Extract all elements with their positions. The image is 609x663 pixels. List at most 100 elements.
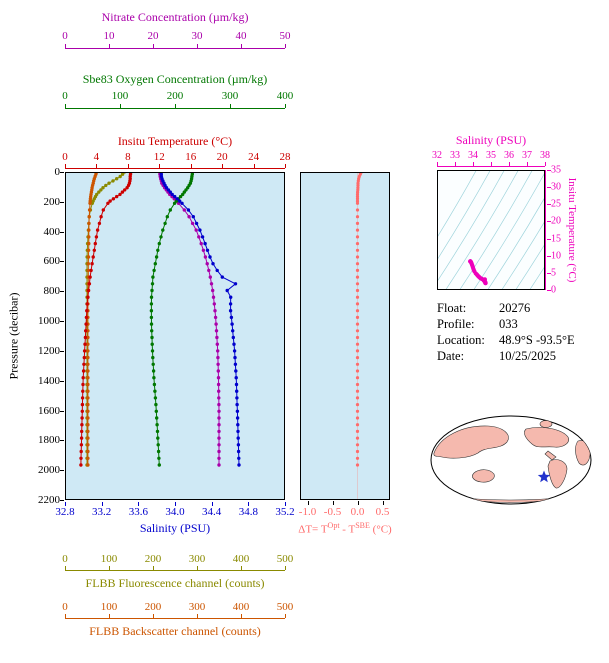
tick-label: 400 bbox=[232, 601, 250, 613]
tick-label: 25 bbox=[551, 198, 561, 210]
delta-t-label-part: - T bbox=[339, 523, 356, 536]
tick-mark bbox=[65, 566, 66, 570]
info-value: 10/25/2025 bbox=[499, 349, 556, 363]
info-value: 033 bbox=[499, 317, 518, 331]
tick-label: 35 bbox=[551, 164, 561, 176]
world-map bbox=[430, 415, 592, 505]
tick-mark bbox=[230, 104, 231, 108]
tick-mark bbox=[197, 44, 198, 48]
profile-plot bbox=[65, 172, 285, 500]
tick-mark bbox=[65, 614, 66, 618]
ts-temperature-axis-title: Insitu Temperature (°C) bbox=[566, 177, 578, 283]
tick-label: 400 bbox=[232, 553, 250, 565]
tick-label: 0 bbox=[54, 166, 61, 178]
tick-label: 30 bbox=[191, 30, 203, 42]
map-north-america bbox=[524, 427, 569, 448]
map-south-america bbox=[547, 459, 568, 489]
tick-label: 30 bbox=[551, 181, 561, 193]
ts-temperature-spine bbox=[545, 170, 551, 291]
tick-mark bbox=[285, 566, 286, 570]
tick-mark bbox=[60, 470, 64, 472]
tick-mark bbox=[65, 44, 66, 48]
float-info-row: Profile: 033 bbox=[437, 316, 575, 332]
tick-label: 0 bbox=[62, 601, 68, 613]
tick-label: 0 bbox=[62, 90, 68, 102]
tick-mark bbox=[508, 162, 510, 166]
map-continents bbox=[433, 420, 591, 503]
tick-label: 20 bbox=[216, 151, 228, 163]
tick-label: 33 bbox=[449, 150, 460, 161]
tick-mark bbox=[547, 238, 551, 240]
tick-mark bbox=[60, 172, 64, 173]
temperature-axis-spine bbox=[65, 164, 286, 169]
oxygen-axis-title: Sbe83 Oxygen Concentration (µm/kg) bbox=[82, 72, 268, 86]
tick-label: 38 bbox=[540, 150, 550, 161]
tick-mark bbox=[241, 566, 242, 570]
tick-mark bbox=[175, 104, 176, 108]
tick-label: 200 bbox=[144, 553, 162, 565]
tick-mark bbox=[197, 614, 198, 618]
pressure-axis-ticklabels: 0 200 400 600 800 1000 1200 1400 1600 1800 2000 220… bbox=[28, 166, 61, 506]
tick-label: 34.4 bbox=[202, 506, 222, 518]
tick-mark bbox=[285, 164, 286, 168]
delta-t-axis-ticklabels: -1.0 -0.5 0.0 0.5 bbox=[299, 506, 390, 519]
tick-mark bbox=[547, 204, 551, 206]
info-label: Date: bbox=[437, 349, 465, 363]
info-value: 20276 bbox=[499, 301, 531, 315]
tick-mark bbox=[96, 164, 98, 168]
tick-mark bbox=[547, 290, 551, 291]
map-australia bbox=[472, 469, 495, 483]
delta-t-axis-title: ΔT= TOpt - TSBE (°C) bbox=[285, 521, 405, 536]
tick-mark bbox=[65, 104, 66, 108]
tick-label: 0 bbox=[62, 151, 68, 163]
tick-label: 20 bbox=[147, 30, 159, 42]
tick-label: 20 bbox=[551, 215, 561, 227]
tick-mark bbox=[60, 440, 64, 442]
fluorescence-axis-ticklabels: 0 100 200 300 400 500 bbox=[62, 553, 293, 566]
tick-label: 300 bbox=[188, 601, 206, 613]
tick-label: 12 bbox=[153, 151, 165, 163]
tick-mark bbox=[60, 201, 64, 203]
tick-label: 2200 bbox=[38, 494, 60, 506]
tick-mark bbox=[545, 162, 546, 166]
tick-label: 300 bbox=[188, 553, 206, 565]
tick-label: 33.2 bbox=[92, 506, 112, 518]
tick-label: 33.6 bbox=[128, 506, 148, 518]
tick-mark bbox=[60, 410, 64, 412]
tick-mark bbox=[60, 380, 64, 382]
tick-mark bbox=[253, 164, 255, 168]
tick-label: 0.0 bbox=[350, 506, 365, 518]
tick-mark bbox=[60, 321, 64, 323]
tick-label: 16 bbox=[185, 151, 197, 163]
temperature-axis-ticklabels: 0 4 8 12 16 20 24 28 bbox=[62, 151, 290, 164]
tick-mark bbox=[153, 44, 154, 48]
tick-label: 32 bbox=[432, 150, 442, 161]
info-label: Location: bbox=[437, 333, 485, 347]
tick-mark bbox=[65, 502, 66, 506]
float-info-block: Float: 20276 Profile: 033 Location: 48.9°S … bbox=[437, 300, 575, 364]
tick-mark bbox=[547, 221, 551, 223]
info-value: 48.9°S -93.5°E bbox=[499, 333, 575, 347]
backscatter-axis-title: FLBB Backscatter channel (counts) bbox=[89, 624, 261, 638]
tick-label: 400 bbox=[276, 90, 294, 102]
tick-label: 10 bbox=[551, 250, 561, 262]
tick-label: 400 bbox=[43, 225, 61, 238]
tick-label: 40 bbox=[235, 30, 247, 42]
backscatter-axis-ticklabels: 0 100 200 300 400 500 bbox=[62, 601, 293, 614]
ts-diagram-plot bbox=[437, 170, 545, 290]
tick-label: 100 bbox=[100, 601, 118, 613]
tick-label: 35.2 bbox=[275, 506, 295, 518]
tick-label: 800 bbox=[43, 285, 61, 298]
tick-label: 500 bbox=[276, 601, 294, 613]
tick-label: 50 bbox=[279, 30, 291, 42]
map-greenland bbox=[539, 420, 553, 428]
tick-label: 15 bbox=[551, 233, 561, 245]
tick-mark bbox=[382, 501, 384, 505]
tick-label: 2000 bbox=[38, 464, 60, 477]
map-eurasia bbox=[433, 425, 509, 459]
delta-t-label-part: ΔT= T bbox=[298, 523, 328, 536]
info-label: Float: bbox=[437, 301, 467, 315]
tick-label: 500 bbox=[276, 553, 294, 565]
tick-mark bbox=[109, 566, 110, 570]
